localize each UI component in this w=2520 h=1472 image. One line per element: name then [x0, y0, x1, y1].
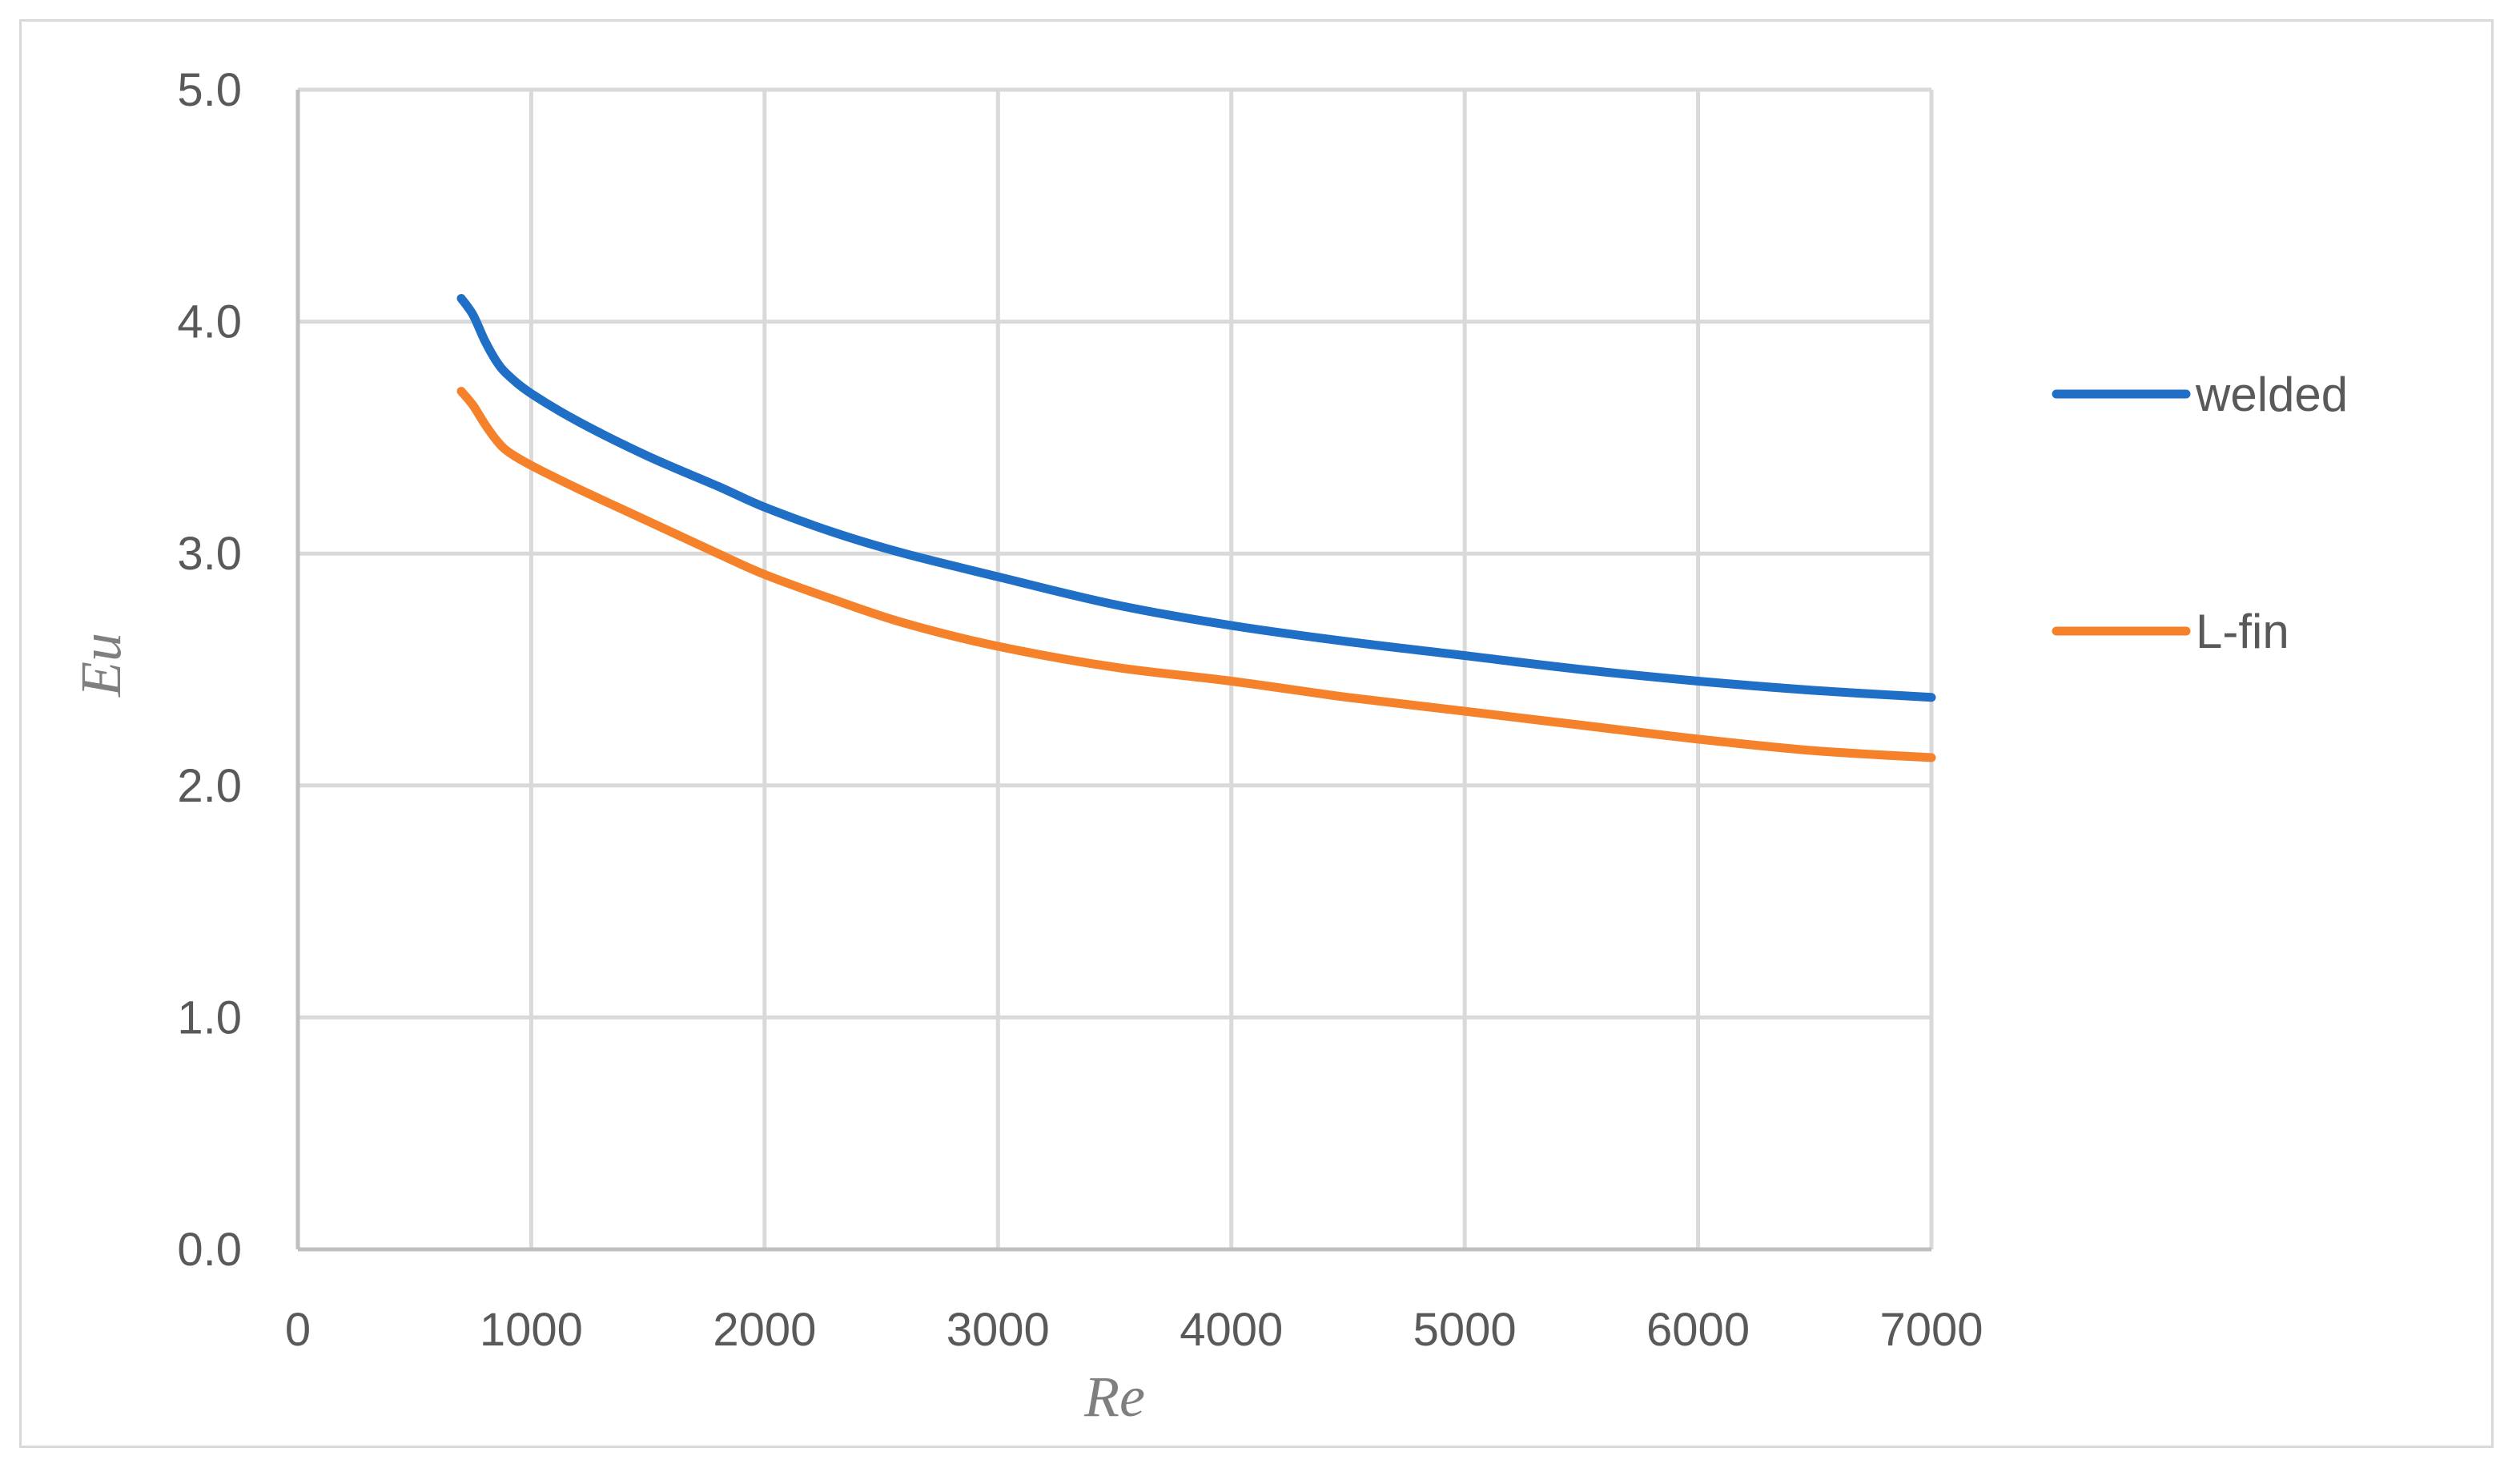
y-tick-labels: 0.0 1.0 2.0 3.0 4.0 5.0	[177, 64, 242, 1276]
y-tick-label: 2.0	[177, 760, 242, 812]
x-tick-label: 0	[285, 1304, 311, 1356]
y-tick-label: 4.0	[177, 296, 242, 348]
y-tick-label: 1.0	[177, 991, 242, 1044]
legend-label-l-fin: L-fin	[2196, 605, 2289, 658]
y-tick-label: 5.0	[177, 64, 242, 116]
series-lines	[456, 294, 1936, 762]
gridlines	[298, 87, 1934, 1249]
legend: welded L-fin	[2052, 368, 2348, 658]
series-line-welded	[456, 294, 1936, 702]
x-tick-label: 5000	[1413, 1304, 1517, 1356]
x-axis-title: Re	[1083, 1365, 1145, 1429]
x-tick-label: 2000	[713, 1304, 816, 1356]
chart-frame	[19, 19, 2494, 1448]
y-axis-title: Eu	[69, 633, 133, 698]
x-tick-label: 3000	[947, 1304, 1050, 1356]
x-tick-labels: 0 1000 2000 3000 4000 5000 6000 7000	[285, 1304, 1983, 1356]
y-tick-label: 3.0	[177, 528, 242, 580]
series-line-l-fin	[456, 387, 1936, 762]
legend-label-welded: welded	[2195, 368, 2348, 421]
x-tick-label: 1000	[480, 1304, 583, 1356]
x-tick-label: 4000	[1180, 1304, 1283, 1356]
x-tick-label: 7000	[1879, 1304, 1983, 1356]
x-tick-label: 6000	[1646, 1304, 1750, 1356]
y-tick-label: 0.0	[177, 1224, 242, 1276]
axes	[295, 90, 1931, 1252]
